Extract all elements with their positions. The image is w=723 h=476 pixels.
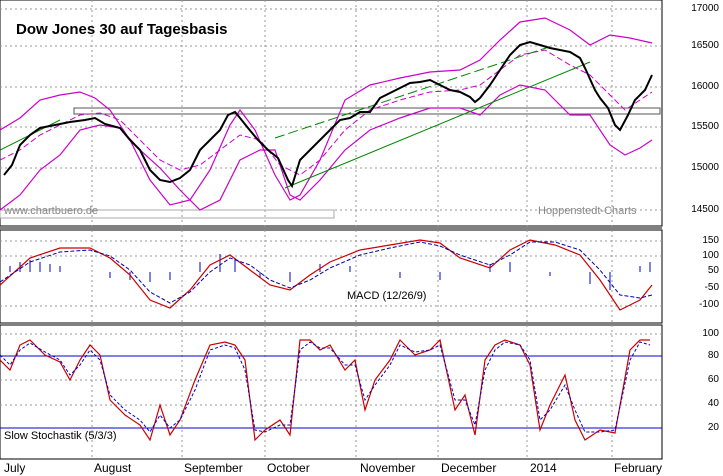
lower-trend-line bbox=[284, 61, 591, 189]
macd-signal-line bbox=[0, 241, 653, 304]
watermark-right: Hoppenstedt-Charts bbox=[538, 205, 637, 217]
xtick-month: February bbox=[614, 461, 663, 475]
macd-line bbox=[0, 239, 653, 311]
macd-histogram bbox=[9, 254, 651, 290]
ytick-price: 16500 bbox=[691, 40, 719, 51]
ytick-price: 15000 bbox=[691, 162, 719, 173]
stoch-d-line bbox=[0, 341, 651, 433]
macd-label: MACD (12/26/9) bbox=[347, 290, 427, 302]
xtick-month: July bbox=[4, 461, 26, 475]
xtick-month: December bbox=[441, 461, 497, 475]
ytick-stoch: 100 bbox=[702, 328, 719, 339]
upper-trend-line bbox=[274, 44, 556, 139]
price-panel bbox=[0, 0, 663, 227]
xtick-month: 2014 bbox=[530, 461, 557, 475]
price-candles bbox=[3, 40, 653, 189]
ytick-stoch: 20 bbox=[707, 422, 719, 433]
ytick-price: 14500 bbox=[691, 204, 719, 215]
ytick-macd: 100 bbox=[702, 250, 719, 261]
ytick-price: 15500 bbox=[691, 121, 719, 132]
xtick-month: September bbox=[184, 461, 243, 475]
ytick-stoch: 80 bbox=[707, 350, 719, 361]
ytick-stoch: 60 bbox=[707, 374, 719, 385]
month-gridlines bbox=[91, 0, 613, 459]
ytick-price: 17000 bbox=[691, 3, 719, 14]
xtick-month: October bbox=[267, 461, 310, 475]
stoch-k-line bbox=[0, 338, 650, 442]
ytick-macd: -50 bbox=[704, 282, 719, 293]
chart-title: Dow Jones 30 auf Tagesbasis bbox=[16, 21, 228, 38]
support-zone bbox=[73, 107, 661, 115]
ytick-price: 16000 bbox=[691, 81, 719, 92]
ytick-macd: -100 bbox=[698, 299, 719, 310]
xtick-month: August bbox=[94, 461, 132, 475]
ytick-macd: 150 bbox=[702, 235, 719, 246]
ytick-stoch: 40 bbox=[707, 398, 719, 409]
stoch-label: Slow Stochastik (5/3/3) bbox=[4, 430, 117, 442]
ytick-macd: 50 bbox=[707, 265, 719, 276]
xtick-month: November bbox=[360, 461, 416, 475]
watermark-left: www.chartbuero.de bbox=[4, 205, 99, 217]
